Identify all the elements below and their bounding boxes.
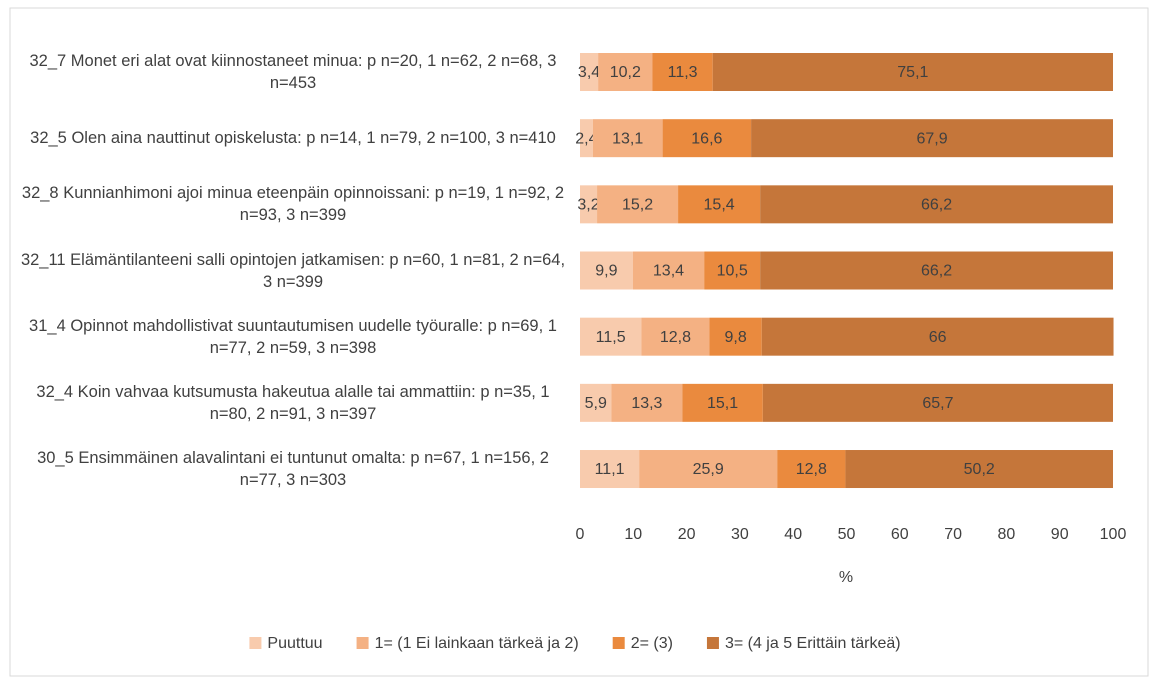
x-tick-label: 0 [576,526,585,543]
bar-segment [760,251,1113,290]
bar-segment [580,317,642,356]
x-tick-label: 80 [998,526,1016,543]
data-label: 3,2 [577,197,599,214]
legend-swatch [612,637,625,649]
data-label: 5,9 [585,395,607,412]
legend-label: 1= (1 Ei lainkaan tärkeä ja 2) [375,635,579,652]
data-label: 75,1 [897,64,928,81]
data-label: 9,9 [595,263,617,280]
bar-segment [704,251,761,290]
bar-segment [678,185,761,224]
legend-label: Puuttuu [267,635,322,652]
bar-segment [598,53,653,91]
data-label: 15,4 [704,197,735,214]
y-tick-label: 30_5 Ensimmäinen alavalintani ei tuntunu… [37,449,549,490]
x-tick-label: 60 [891,526,909,543]
y-tick-label: 32_8 Kunnianhimoni ajoi minua eteenpäin … [21,184,565,225]
data-label: 67,9 [916,130,947,147]
data-label: 10,2 [610,64,641,81]
data-label: 65,7 [922,395,953,412]
data-label: 66,2 [921,197,952,214]
y-tick-label: 32_7 Monet eri alat ovat kiinnostaneet m… [29,52,557,92]
data-label: 9,8 [725,329,747,346]
bar-segment [761,317,1114,356]
bar-segment [845,450,1113,489]
x-tick-label: 20 [678,526,696,543]
y-tick-label: 32_5 Olen aina nauttinut opiskelusta: p … [30,129,556,148]
x-tick-label: 30 [731,526,749,543]
data-label: 66,2 [921,263,952,280]
bar-segment [712,53,1113,91]
bar-segment [592,119,663,158]
bar-segment [777,450,846,489]
x-tick-label: 100 [1100,526,1127,543]
x-tick-label: 70 [944,526,962,543]
data-label: 12,8 [660,329,691,346]
bar-segment [662,119,752,158]
x-tick-label: 90 [1051,526,1069,543]
x-tick-label: 50 [838,526,856,543]
data-label: 13,4 [653,263,684,280]
legend-label: 2= (3) [631,635,673,652]
data-label: 15,1 [707,395,738,412]
x-axis-label: % [839,569,853,586]
legend-swatch [706,637,719,649]
bar-segment [580,53,599,91]
y-tick-label: 32_4 Koin vahvaa kutsumusta hakeutua ala… [36,382,550,423]
x-tick-label: 40 [784,526,802,543]
y-tick-label: 32_11 Elämäntilanteeni salli opintojen j… [20,250,566,291]
y-tick-label: 31_4 Opinnot mahdollistivat suuntautumis… [29,316,557,357]
bar-segment [580,119,593,158]
bar-segment [611,383,683,422]
chart-border [9,7,1149,677]
bar-segment [682,383,763,422]
legend-swatch [356,637,369,649]
data-label: 2,4 [575,130,597,147]
data-label: 11,5 [596,329,626,346]
data-label: 10,5 [717,263,748,280]
bar-segment [580,383,612,422]
data-label: 16,6 [691,130,722,147]
data-label: 12,8 [796,461,827,478]
data-label: 13,1 [612,130,643,147]
data-label: 15,2 [622,197,653,214]
bar-segment [639,450,778,489]
legend-label: 3= (4 ja 5 Erittäin tärkeä) [725,635,901,652]
data-label: 11,3 [668,64,698,81]
bar-segment [580,251,633,290]
bar-segment [652,53,713,91]
bar-segment [632,251,705,290]
bar-segment [762,383,1113,422]
bar-segment [597,185,679,224]
legend-swatch [249,637,262,649]
data-label: 11,1 [595,461,625,478]
bar-segment [760,185,1113,224]
data-label: 66 [929,329,947,346]
bar-segment [641,317,710,356]
data-label: 13,3 [631,395,662,412]
data-label: 25,9 [693,461,724,478]
bar-segment [709,317,762,356]
data-label: 3,4 [578,64,600,81]
data-label: 50,2 [964,461,995,478]
bar-segment [580,450,640,489]
bar-segment [580,185,598,224]
x-tick-label: 10 [624,526,642,543]
bar-segment [751,119,1113,158]
